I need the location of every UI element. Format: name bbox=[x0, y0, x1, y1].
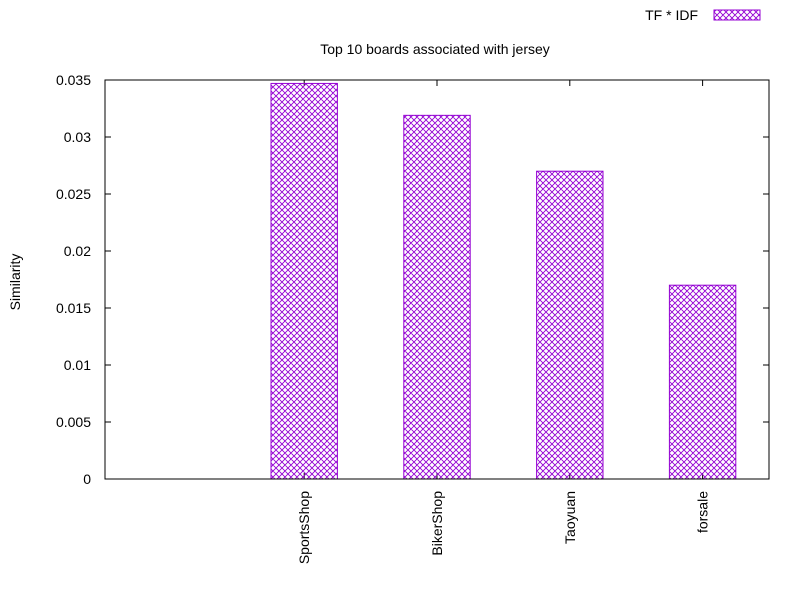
legend: TF * IDF bbox=[645, 7, 761, 23]
x-tick-labels: SportsShop BikerShop Taoyuan forsale bbox=[296, 491, 710, 564]
y-tick-label: 0.005 bbox=[56, 414, 91, 430]
x-tick-label: SportsShop bbox=[296, 491, 312, 564]
plot-frame bbox=[104, 79, 770, 480]
y-tick-label: 0 bbox=[83, 471, 91, 487]
axis-ticks: 0 0.005 0.01 0.015 0.02 0.025 0.03 0.035 bbox=[56, 72, 769, 487]
y-tick-label: 0.03 bbox=[64, 129, 91, 145]
x-tick-label: Taoyuan bbox=[562, 491, 578, 544]
bar-forsale bbox=[668, 284, 737, 480]
chart-title: Top 10 boards associated with jersey bbox=[320, 41, 550, 57]
bar-taoyuan bbox=[536, 170, 604, 480]
x-tick-label: forsale bbox=[695, 491, 711, 533]
y-tick-label: 0.025 bbox=[56, 186, 91, 202]
y-tick-label: 0.02 bbox=[64, 243, 91, 259]
legend-swatch bbox=[713, 9, 761, 21]
legend-label: TF * IDF bbox=[645, 7, 698, 23]
y-axis-label: Similarity bbox=[7, 254, 23, 311]
y-tick-label: 0.01 bbox=[64, 357, 91, 373]
y-tick-label: 0.015 bbox=[56, 300, 91, 316]
bars bbox=[270, 82, 737, 480]
bar-sportsshop bbox=[270, 82, 338, 480]
y-tick-label: 0.035 bbox=[56, 72, 91, 88]
bar-bikershop bbox=[403, 114, 471, 480]
x-tick-label: BikerShop bbox=[429, 491, 445, 556]
